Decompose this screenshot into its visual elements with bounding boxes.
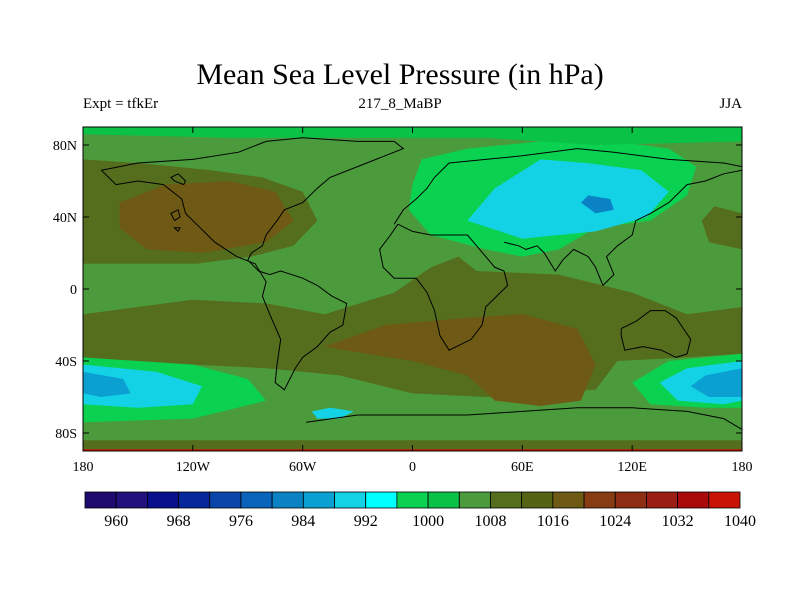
x-tick-label: 120W xyxy=(176,460,211,475)
colorbar-swatch xyxy=(178,491,211,509)
colorbar-swatch xyxy=(365,491,398,509)
colorbar-label: 1008 xyxy=(475,513,507,530)
field-region-sw-pacific-low xyxy=(83,364,202,408)
coastline-0 xyxy=(100,137,405,391)
x-tick-label: 120E xyxy=(617,460,647,475)
colorbar-swatch xyxy=(302,491,335,509)
colorbar-swatch xyxy=(115,491,148,509)
field-region-sw-pacific-low-core xyxy=(83,371,131,397)
colorbar-label: 992 xyxy=(354,513,378,530)
colorbar-swatch xyxy=(396,491,429,509)
x-tick-label: 60E xyxy=(511,460,534,475)
field-region-asian-low-core xyxy=(467,159,669,239)
coastline-7 xyxy=(173,227,181,232)
x-tick-label: 180 xyxy=(73,460,94,475)
y-tick-label: 40N xyxy=(53,211,77,226)
colorbar-swatch xyxy=(271,491,304,509)
field-region-se-pacific-low-core xyxy=(690,368,742,397)
field-region-subtropical-high-core xyxy=(324,314,596,406)
field-region-arctic-band xyxy=(83,127,742,145)
colorbar-swatch xyxy=(146,491,179,509)
coastline-2 xyxy=(379,223,509,351)
coastline-1 xyxy=(393,148,742,225)
colorbar-swatch xyxy=(583,491,616,509)
colorbar-label: 968 xyxy=(167,513,191,530)
colorbar-swatch xyxy=(677,491,710,509)
colorbar-label: 1024 xyxy=(599,513,631,530)
run-label: 217_8_MaBP xyxy=(358,96,442,112)
field-region-east-pacific-high-outer xyxy=(701,206,742,250)
colorbar-swatch xyxy=(209,491,242,509)
colorbar-swatch xyxy=(427,491,460,509)
colorbar-swatch xyxy=(521,491,554,509)
x-tick-label: 180 xyxy=(732,460,753,475)
colorbar-swatch xyxy=(84,491,117,509)
colorbar-swatch xyxy=(614,491,647,509)
y-tick-label: 80S xyxy=(55,427,77,442)
colorbar-label: 984 xyxy=(291,513,315,530)
field-region-asian-low-center xyxy=(580,195,614,214)
colorbar-label: 960 xyxy=(104,513,128,530)
chart-title: Mean Sea Level Pressure (in hPa) xyxy=(196,58,604,91)
coastline-6 xyxy=(170,209,181,222)
colorbar-label: 976 xyxy=(229,513,253,530)
colorbar-swatch xyxy=(458,491,491,509)
colorbar-swatch xyxy=(240,491,273,509)
experiment-label: Expt = tfkEr xyxy=(83,96,159,112)
field-region-north-pacific-high-core xyxy=(119,181,294,253)
field-region-south-atlantic-low-spot xyxy=(311,407,354,419)
coastline-5 xyxy=(170,173,187,186)
colorbar-swatch xyxy=(490,491,523,509)
colorbar-swatch xyxy=(552,491,585,509)
coastline-4 xyxy=(620,310,692,358)
colorbar-label: 1000 xyxy=(412,513,444,530)
season-label: JJA xyxy=(719,96,742,112)
coastline-8 xyxy=(306,407,742,430)
y-tick-label: 40S xyxy=(55,355,77,370)
colorbar-swatch xyxy=(646,491,679,509)
x-tick-label: 0 xyxy=(409,460,416,475)
colorbar-swatch xyxy=(708,491,741,509)
colorbar-label: 1032 xyxy=(662,513,694,530)
colorbar: 960 968 976 984 992 1000 1008 1016 1024 1032 1040 xyxy=(84,491,756,530)
colorbar-swatch xyxy=(334,491,367,509)
y-tick-label: 80N xyxy=(53,139,77,154)
coastlines xyxy=(100,137,742,430)
pressure-field xyxy=(83,127,742,451)
x-tick-label: 60W xyxy=(289,460,317,475)
y-tick-label: 0 xyxy=(70,283,77,298)
colorbar-label: 1040 xyxy=(724,513,756,530)
coastline-3 xyxy=(503,169,742,287)
colorbar-label: 1016 xyxy=(537,513,569,530)
axis-ticks: 180 120W 60W 0 60E 120E 180 80N 40N 0 40S 80S xyxy=(53,127,753,475)
